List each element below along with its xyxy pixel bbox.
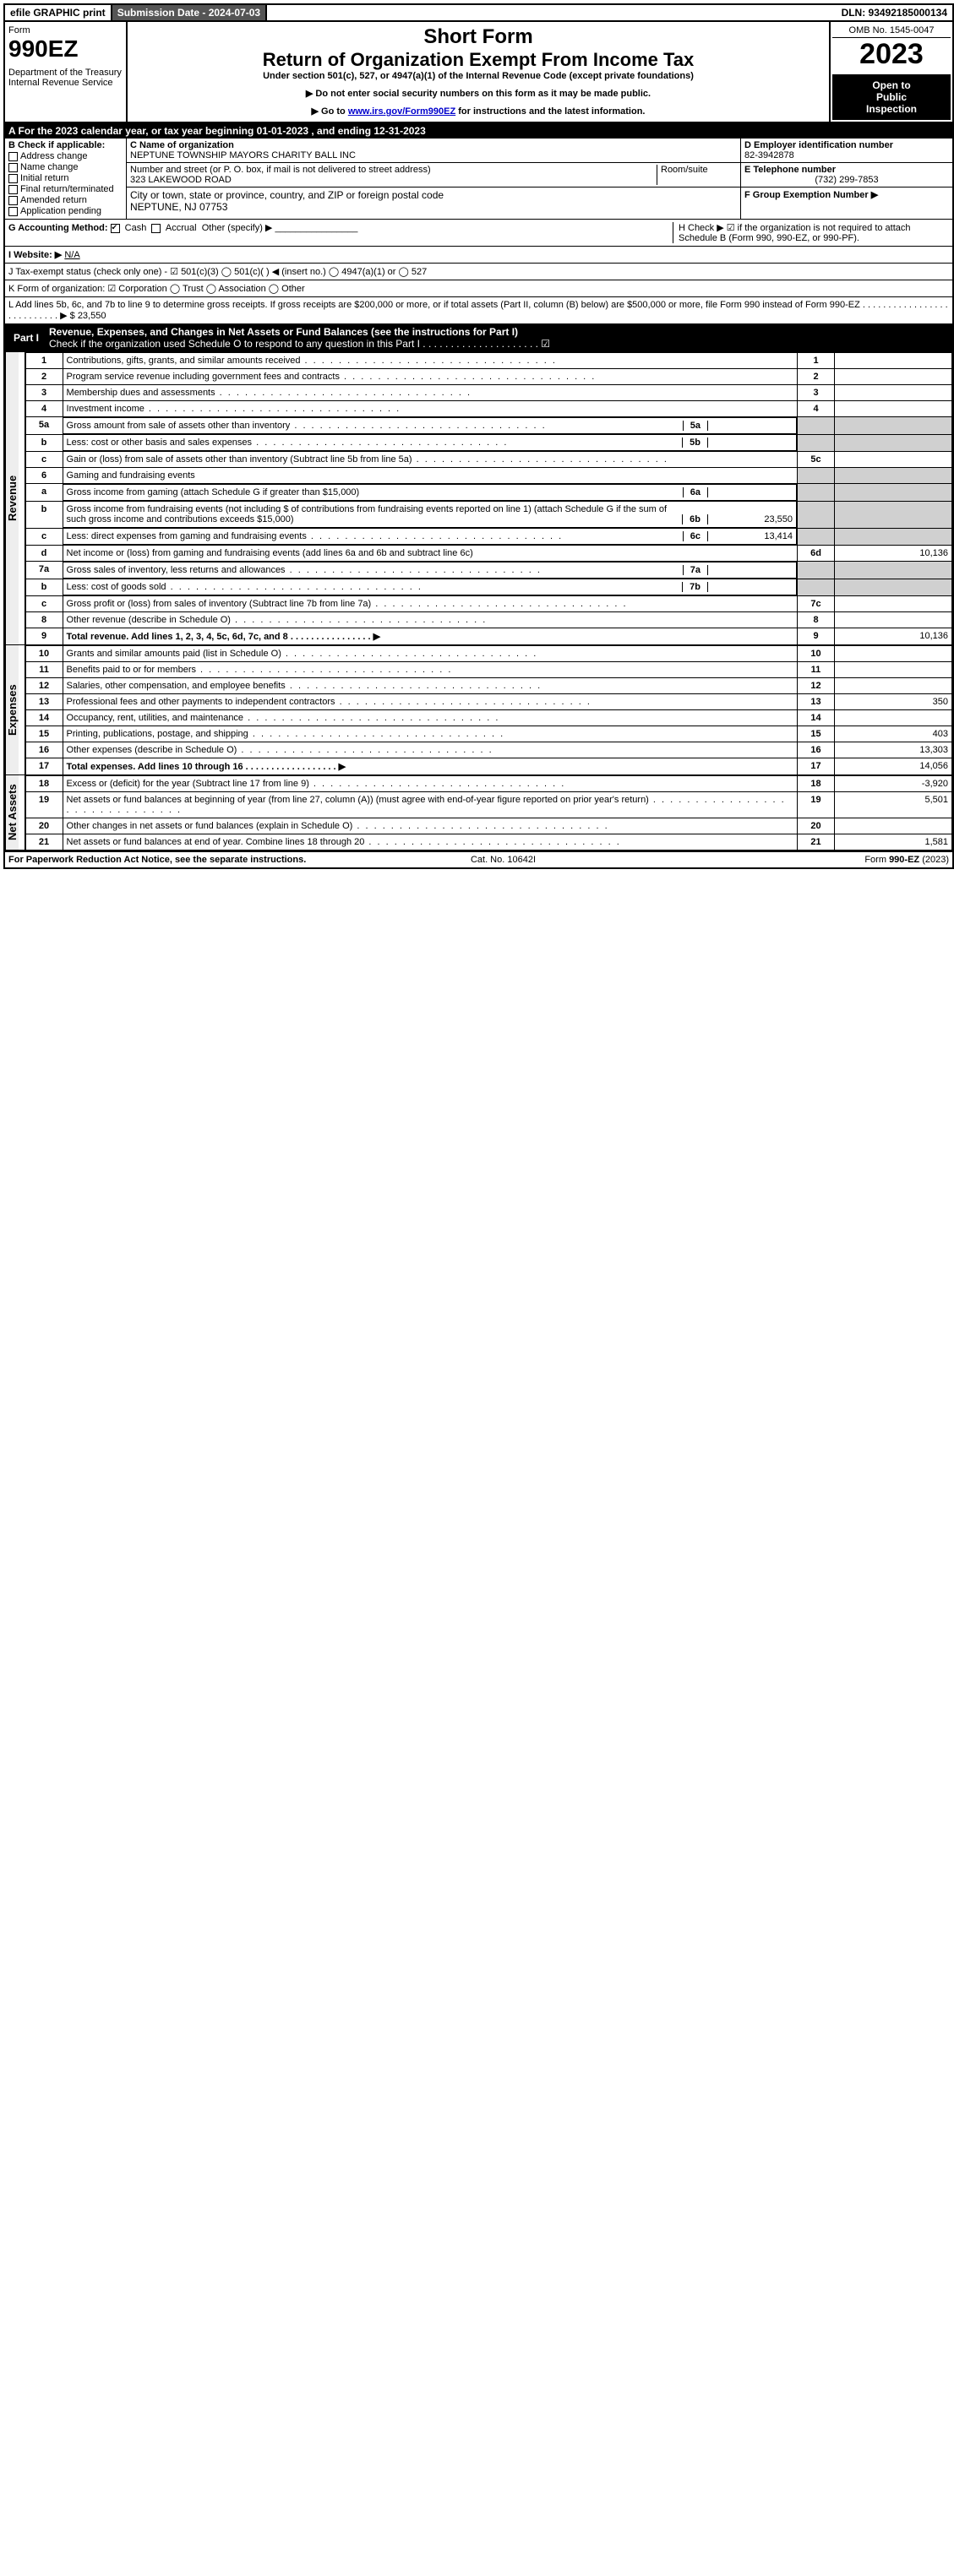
street-value: 323 LAKEWOOD ROAD [130, 175, 232, 185]
efile-label: efile GRAPHIC print [5, 5, 111, 20]
form-container: efile GRAPHIC print Submission Date - 20… [3, 3, 954, 869]
open-to-public-box: Open to Public Inspection [832, 74, 951, 120]
expenses-table: 10Grants and similar amounts paid (list … [25, 645, 952, 775]
box-b-title: B Check if applicable: [8, 140, 105, 150]
phone-label: E Telephone number [744, 165, 836, 175]
netassets-table: 18Excess or (deficit) for the year (Subt… [25, 775, 952, 851]
check-final-return[interactable]: Final return/terminated [8, 184, 123, 194]
open-line-2: Public [836, 91, 947, 103]
check-amended-return[interactable]: Amended return [8, 195, 123, 205]
line-k: K Form of organization: ☑ Corporation ◯ … [5, 280, 952, 296]
ein-value: 82-3942878 [744, 150, 794, 160]
box-de: D Employer identification number 82-3942… [741, 139, 952, 219]
line-h: H Check ▶ ☑ if the organization is not r… [679, 223, 911, 243]
under-section: Under section 501(c), 527, or 4947(a)(1)… [131, 71, 826, 81]
part-1-label: Part I [10, 332, 42, 344]
city-label: City or town, state or province, country… [130, 189, 444, 201]
directive-2-post: for instructions and the latest informat… [455, 106, 645, 117]
line-l: L Add lines 5b, 6c, and 7b to line 9 to … [5, 296, 952, 323]
check-name-change[interactable]: Name change [8, 162, 123, 172]
box-c: C Name of organization NEPTUNE TOWNSHIP … [127, 139, 741, 219]
revenue-table: 1Contributions, gifts, grants, and simil… [25, 352, 952, 645]
header-row: Form 990EZ Department of the Treasury In… [5, 22, 952, 123]
part-1-title: Revenue, Expenses, and Changes in Net As… [49, 326, 518, 338]
dln-label: DLN: 93492185000134 [837, 5, 952, 20]
top-bar: efile GRAPHIC print Submission Date - 20… [5, 5, 952, 22]
directive-2-pre: ▶ Go to [312, 106, 348, 117]
irs-link[interactable]: www.irs.gov/Form990EZ [348, 106, 455, 117]
group-exemption-label: F Group Exemption Number ▶ [744, 190, 878, 200]
form-number: 990EZ [8, 35, 123, 62]
open-line-3: Inspection [836, 103, 947, 115]
phone-value: (732) 299-7853 [744, 175, 949, 185]
ein-label: D Employer identification number [744, 140, 893, 150]
header-right: OMB No. 1545-0047 2023 Open to Public In… [831, 22, 952, 122]
short-form-title: Short Form [131, 25, 826, 49]
footer-right: Form 990-EZ (2023) [864, 855, 949, 865]
check-address-change[interactable]: Address change [8, 151, 123, 161]
org-name: NEPTUNE TOWNSHIP MAYORS CHARITY BALL INC [130, 150, 356, 160]
street-label: Number and street (or P. O. box, if mail… [130, 165, 431, 175]
return-title: Return of Organization Exempt From Incom… [131, 49, 826, 71]
room-label: Room/suite [661, 165, 708, 175]
bcde-row: B Check if applicable: Address change Na… [5, 139, 952, 219]
line-g-h: G Accounting Method: Cash Accrual Other … [5, 219, 952, 246]
tax-year: 2023 [832, 38, 951, 71]
page-footer: For Paperwork Reduction Act Notice, see … [5, 851, 952, 867]
expenses-group: Expenses 10Grants and similar amounts pa… [5, 645, 952, 775]
revenue-side-label: Revenue [5, 352, 25, 645]
revenue-group: Revenue 1Contributions, gifts, grants, a… [5, 352, 952, 645]
line-g-label: G Accounting Method: [8, 223, 108, 233]
check-application-pending[interactable]: Application pending [8, 206, 123, 216]
omb-number: OMB No. 1545-0047 [832, 24, 951, 38]
header-left: Form 990EZ Department of the Treasury In… [5, 22, 128, 122]
netassets-group: Net Assets 18Excess or (deficit) for the… [5, 775, 952, 851]
check-accrual[interactable] [151, 224, 161, 233]
directive-2: ▶ Go to www.irs.gov/Form990EZ for instru… [131, 106, 826, 117]
check-initial-return[interactable]: Initial return [8, 173, 123, 183]
netassets-side-label: Net Assets [5, 775, 25, 851]
line-j: J Tax-exempt status (check only one) - ☑… [5, 263, 952, 280]
footer-center: Cat. No. 10642I [471, 855, 536, 865]
org-label: C Name of organization [130, 140, 234, 150]
part-1-header: Part I Revenue, Expenses, and Changes in… [5, 323, 952, 352]
section-a: A For the 2023 calendar year, or tax yea… [5, 123, 952, 139]
open-line-1: Open to [836, 79, 947, 91]
submission-date: Submission Date - 2024-07-03 [111, 5, 267, 20]
check-cash[interactable] [111, 224, 120, 233]
header-center: Short Form Return of Organization Exempt… [128, 22, 831, 122]
footer-left: For Paperwork Reduction Act Notice, see … [8, 855, 306, 865]
website-value: N/A [64, 250, 79, 260]
form-label: Form [8, 25, 123, 35]
directive-1: ▶ Do not enter social security numbers o… [131, 88, 826, 99]
box-b: B Check if applicable: Address change Na… [5, 139, 127, 219]
line-i: I Website: ▶ N/A [5, 246, 952, 263]
expenses-side-label: Expenses [5, 645, 25, 775]
department-label: Department of the Treasury Internal Reve… [8, 68, 123, 88]
line-i-label: I Website: ▶ [8, 250, 62, 260]
part-1-check-line: Check if the organization used Schedule … [49, 338, 550, 350]
city-value: NEPTUNE, NJ 07753 [130, 201, 227, 213]
